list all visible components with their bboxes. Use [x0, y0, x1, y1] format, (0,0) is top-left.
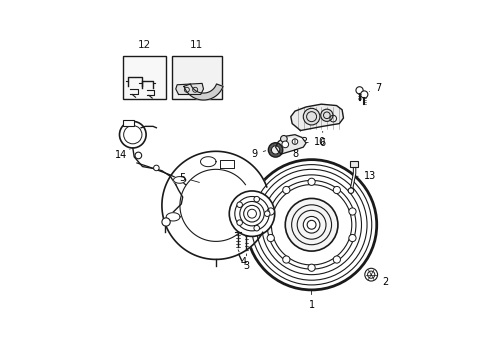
Text: 11: 11 [189, 40, 203, 50]
Text: 7: 7 [369, 82, 381, 93]
Polygon shape [175, 84, 203, 94]
Bar [123, 120, 133, 126]
Circle shape [303, 108, 319, 125]
Circle shape [264, 211, 269, 216]
Circle shape [266, 234, 274, 242]
Circle shape [229, 191, 274, 237]
Text: 14: 14 [115, 149, 130, 161]
Polygon shape [173, 177, 185, 183]
Circle shape [282, 186, 289, 194]
Text: 5: 5 [179, 173, 199, 183]
Bar [171, 56, 221, 99]
Circle shape [348, 234, 355, 242]
Polygon shape [166, 213, 180, 221]
Text: 8: 8 [291, 139, 297, 159]
Circle shape [246, 159, 376, 290]
Polygon shape [290, 104, 343, 131]
Circle shape [347, 188, 353, 193]
Text: 13: 13 [357, 171, 375, 181]
Circle shape [364, 268, 377, 281]
Circle shape [247, 209, 256, 218]
Circle shape [320, 109, 332, 121]
Circle shape [135, 152, 142, 159]
Polygon shape [200, 157, 216, 167]
Circle shape [332, 186, 340, 194]
Polygon shape [162, 151, 266, 260]
Circle shape [292, 139, 297, 144]
Bar [122, 56, 165, 99]
Polygon shape [220, 160, 234, 168]
Circle shape [282, 256, 289, 263]
Circle shape [307, 264, 315, 271]
Circle shape [253, 225, 259, 231]
Circle shape [285, 198, 337, 251]
Circle shape [280, 135, 286, 142]
Circle shape [348, 208, 355, 215]
Circle shape [360, 91, 367, 98]
Bar [349, 161, 357, 167]
Circle shape [282, 141, 288, 148]
Text: 3: 3 [243, 254, 249, 271]
Polygon shape [275, 135, 305, 154]
Circle shape [332, 256, 340, 263]
Circle shape [355, 87, 363, 94]
Text: 1: 1 [308, 290, 314, 310]
Text: 4: 4 [238, 250, 246, 267]
Circle shape [266, 208, 274, 215]
Circle shape [153, 165, 159, 171]
Text: 2: 2 [377, 275, 388, 287]
Circle shape [236, 202, 242, 207]
Circle shape [236, 220, 242, 225]
Circle shape [307, 178, 315, 185]
Circle shape [253, 197, 259, 202]
Text: 9: 9 [251, 149, 265, 159]
Text: 10: 10 [305, 138, 325, 148]
Circle shape [268, 143, 282, 157]
Circle shape [162, 218, 170, 226]
Circle shape [303, 216, 319, 233]
Text: 12: 12 [137, 40, 150, 50]
Polygon shape [183, 84, 223, 100]
Text: 6: 6 [319, 131, 325, 148]
